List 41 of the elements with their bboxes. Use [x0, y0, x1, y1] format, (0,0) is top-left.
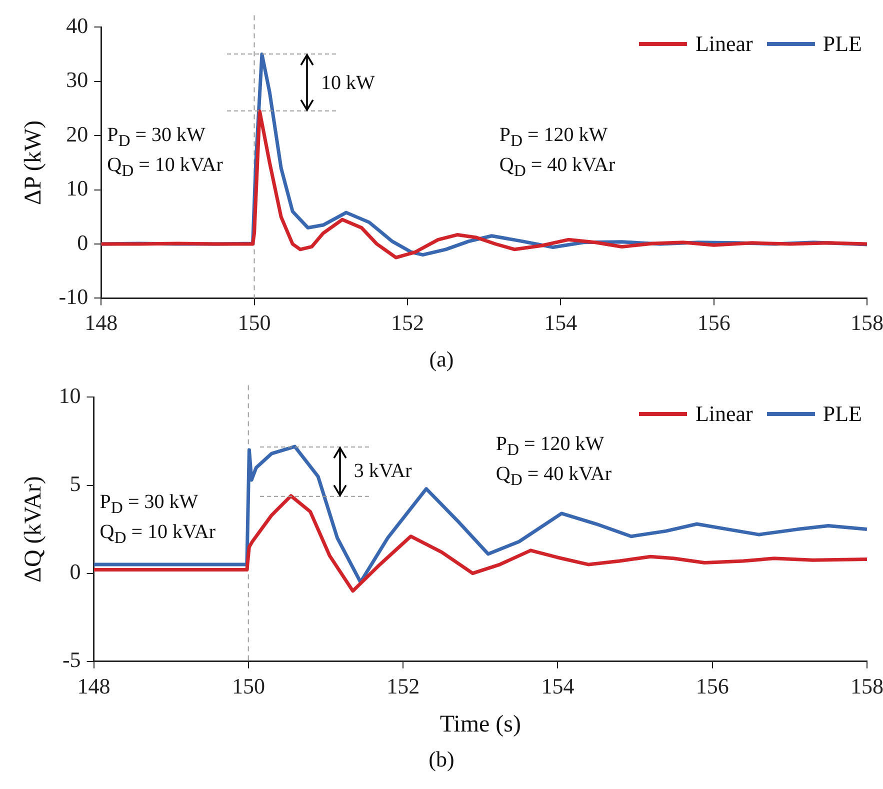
legend-label: PLE: [822, 31, 862, 58]
x-tick-label: 154: [541, 673, 574, 698]
y-tick-label: 10: [66, 176, 88, 201]
y-tick-label: 0: [70, 559, 81, 584]
x-tick-label: 158: [850, 673, 883, 698]
y-axis-title: ΔQ (kVAr): [20, 476, 47, 582]
annotation: P$_{D}$ = 30 kW: [107, 124, 206, 150]
text: (b): [428, 746, 454, 772]
text: (a): [429, 346, 454, 372]
annotation: Q$_{D}$ = 10 kVAr: [100, 521, 216, 548]
y-axis-title: ΔP (kW): [20, 120, 47, 205]
y-tick-label: 40: [66, 12, 88, 38]
x-tick-label: 148: [84, 310, 118, 336]
x-tick-label: 156: [697, 310, 730, 336]
annotation: 3 kVAr: [354, 460, 412, 482]
y-tick-label: 0: [77, 230, 88, 255]
y-tick-label: 10: [58, 382, 81, 408]
x-tick-label: 150: [238, 310, 271, 336]
y-tick-label: -10: [58, 284, 88, 309]
x-tick-label: 158: [850, 310, 883, 336]
x-tick-label: 150: [232, 673, 265, 698]
x-tick-label: 152: [390, 310, 424, 336]
annotation: Q$_{D}$ = 40 kVAr: [499, 154, 616, 180]
annotation: P$_{D}$ = 30 kW: [100, 491, 198, 518]
x-tick-label: 152: [386, 673, 420, 698]
annotation: Q$_{D}$ = 40 kVAr: [496, 463, 612, 490]
legend-label: Linear: [695, 401, 753, 428]
x-tick-label: 156: [696, 673, 729, 698]
y-tick-label: 5: [70, 471, 81, 496]
y-tick-label: 20: [66, 121, 88, 146]
annotation: 10 kW: [320, 72, 375, 94]
y-tick-label: -5: [62, 647, 81, 672]
y-tick-label: 30: [66, 67, 88, 92]
x-tick-label: 148: [77, 673, 110, 698]
x-tick-label: 154: [544, 310, 578, 336]
annotation: P$_{D}$ = 120 kW: [499, 124, 608, 150]
legend-label: PLE: [822, 401, 862, 428]
x-axis-title: Time (s): [440, 711, 521, 738]
legend-label: Linear: [695, 31, 753, 58]
annotation: Q$_{D}$ = 10 kVAr: [107, 154, 223, 180]
annotation: P$_{D}$ = 120 kW: [496, 433, 604, 460]
